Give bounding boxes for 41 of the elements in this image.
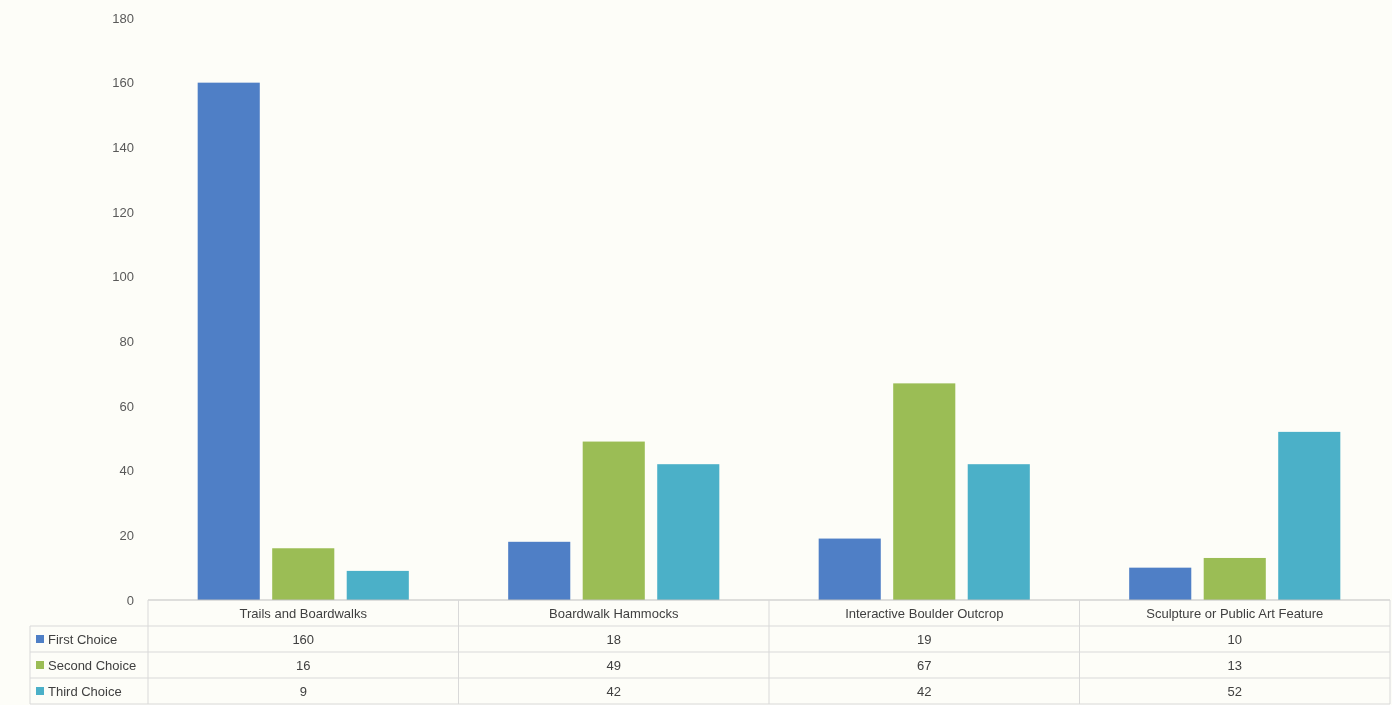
data-label: 52	[1227, 683, 1242, 699]
y-tick-label: 80	[119, 333, 134, 349]
y-tick-label: 20	[119, 527, 134, 543]
bar	[508, 541, 571, 600]
data-label: 42	[917, 683, 932, 699]
y-tick-label: 60	[119, 398, 134, 414]
bar	[346, 570, 409, 600]
legend-label: First Choice	[48, 631, 118, 647]
data-label: 18	[606, 631, 621, 647]
y-tick-label: 0	[126, 592, 134, 608]
bar	[582, 441, 645, 600]
y-tick-label: 180	[112, 10, 134, 26]
y-tick-label: 160	[112, 75, 134, 91]
data-label: 42	[606, 683, 621, 699]
bar	[893, 383, 956, 600]
data-label: 13	[1227, 657, 1242, 673]
data-label: 19	[917, 631, 932, 647]
data-label: 49	[606, 657, 621, 673]
x-tick-label: Trails and Boardwalks	[239, 605, 368, 621]
bar	[197, 82, 260, 600]
x-tick-label: Sculpture or Public Art Feature	[1146, 605, 1324, 621]
x-tick-label: Interactive Boulder Outcrop	[845, 605, 1004, 621]
y-tick-label: 100	[112, 269, 134, 285]
bar	[818, 538, 881, 600]
legend-label: Third Choice	[48, 683, 122, 699]
bar	[1203, 557, 1266, 600]
data-label: 16	[296, 657, 311, 673]
bar	[1129, 567, 1192, 600]
bar	[1278, 431, 1341, 600]
data-label: 67	[917, 657, 932, 673]
y-tick-label: 120	[112, 204, 134, 220]
y-tick-label: 140	[112, 139, 134, 155]
bar	[657, 464, 720, 600]
data-label: 9	[299, 683, 307, 699]
legend-label: Second Choice	[48, 657, 137, 673]
data-label: 10	[1227, 631, 1242, 647]
data-label: 160	[292, 631, 315, 647]
bar	[272, 548, 335, 600]
y-tick-label: 40	[119, 463, 134, 479]
x-tick-label: Boardwalk Hammocks	[549, 605, 679, 621]
bar	[967, 464, 1030, 600]
